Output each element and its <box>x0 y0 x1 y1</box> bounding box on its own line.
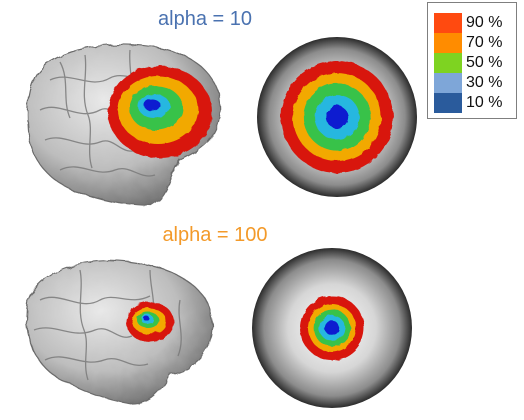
brain-activation-1 <box>108 66 212 158</box>
brain-activation-2 <box>126 302 174 342</box>
sphere-rings-2 <box>300 296 364 360</box>
panel-title-alpha-10: alpha = 10 <box>158 8 252 30</box>
legend-swatch <box>434 33 462 53</box>
legend-label: 30 % <box>466 74 503 91</box>
legend: 90 % 70 % 50 % 30 % 10 % <box>427 2 517 119</box>
sphere-1 <box>257 37 417 197</box>
legend-entry: 70 % <box>434 33 516 53</box>
legend-entry: 30 % <box>434 73 516 93</box>
legend-label: 50 % <box>466 54 503 71</box>
sphere-2 <box>252 248 412 408</box>
sphere-ring-core <box>325 105 349 129</box>
legend-swatch <box>434 13 462 33</box>
sphere-rings-1 <box>281 61 393 173</box>
legend-entry: 90 % <box>434 13 516 33</box>
panel-title-alpha-100: alpha = 100 <box>162 224 268 246</box>
brain-surface-1 <box>26 43 221 207</box>
legend-swatch <box>434 93 462 113</box>
legend-swatch <box>434 73 462 93</box>
legend-label: 70 % <box>466 34 503 51</box>
legend-swatch <box>434 53 462 73</box>
legend-entry: 10 % <box>434 93 516 113</box>
brain-surface-2 <box>26 260 213 405</box>
legend-label: 90 % <box>466 14 503 31</box>
legend-entry: 50 % <box>434 53 516 73</box>
sphere-ring-core <box>324 320 340 336</box>
legend-label: 10 % <box>466 94 503 111</box>
